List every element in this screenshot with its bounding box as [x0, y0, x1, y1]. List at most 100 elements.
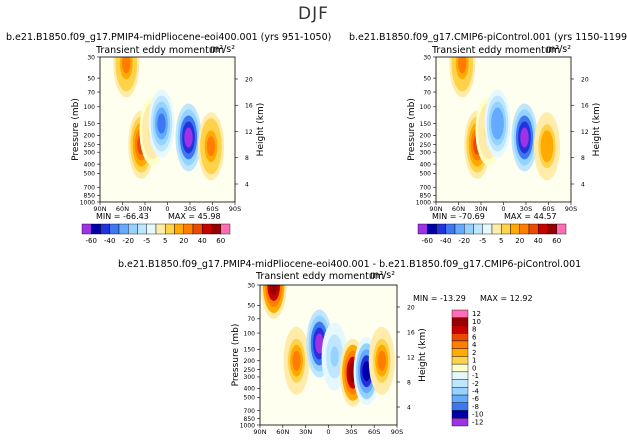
- panel-3-ytick-12: 1000: [240, 422, 255, 429]
- panel-3-ytick-2: 70: [247, 316, 255, 323]
- panel-3-colorbar-cell-14: [451, 418, 469, 427]
- panel-2-y2tick-0: 20: [581, 76, 589, 83]
- panel-2-colorbar-cell-15: [556, 223, 567, 235]
- panel-2-y2tick-4: 4: [581, 181, 585, 188]
- panel-3-colorbar-label-11: -6: [472, 395, 480, 403]
- panel-2-colorbar-label-0: -60: [422, 237, 433, 245]
- panel-2-feature-3-level-4: [493, 113, 502, 134]
- panel-3-xtick-0: 90N: [253, 428, 266, 436]
- panel-3-colorbar-cell-5: [451, 348, 469, 357]
- panel-3-colorbar-cell-13: [451, 410, 469, 419]
- panel-1-ytick-7: 300: [84, 150, 96, 157]
- panel-1-colorbar-cell-2: [100, 223, 110, 235]
- panel-3-ytick-7: 300: [244, 374, 256, 381]
- panel-2-ytick-7: 300: [420, 150, 432, 157]
- panel-1-ytick-1: 50: [87, 75, 95, 82]
- panel-1-colorbar-cell-10: [174, 223, 184, 235]
- panel-2-feature-4-level-4: [520, 127, 529, 148]
- panel-2-ytick-5: 200: [420, 133, 432, 140]
- panel-3-ylabel: Pressure (mb): [231, 324, 241, 387]
- panel-3-max: 12.92: [509, 294, 533, 303]
- panel-1-min-label: MIN = -66.43: [96, 212, 149, 221]
- panel-1-ylabel: Pressure (mb): [71, 98, 81, 161]
- panel-3-ytick-5: 200: [244, 358, 256, 365]
- panel-1-colorbar-cell-0: [81, 223, 92, 235]
- panel-3-xtick-2: 30N: [299, 428, 312, 436]
- panel-1-ytick-6: 250: [84, 142, 96, 149]
- panel-3-colorbar-cell-10: [451, 387, 469, 396]
- panel-2-xtick-6: 90S: [565, 205, 577, 213]
- panel-1-colorbar-cell-7: [146, 223, 157, 235]
- panel-3-ytick-3: 100: [244, 330, 256, 337]
- panel-2-title: b.e21.B1850.f09_g17.CMIP6-piControl.001 …: [349, 32, 627, 43]
- panel-1-colorbar-cell-6: [137, 223, 147, 235]
- panel-3-colorbar-cell-4: [451, 340, 469, 349]
- panel-1-colorbar-label-5: 20: [179, 237, 188, 245]
- panel-3-ytick-0: 30: [247, 282, 255, 289]
- panel-2-ytick-8: 400: [420, 161, 432, 168]
- panel-3-xtick-1: 60N: [276, 428, 289, 436]
- panel-1-colorbar-cell-1: [91, 223, 101, 235]
- panel-3-feature-0-level-4: [269, 285, 278, 295]
- panel-1-y2tick-2: 12: [245, 129, 253, 136]
- panel-3-ytick-10: 700: [244, 408, 256, 415]
- panel-1-ytick-10: 700: [84, 185, 96, 192]
- panel-2-xtick-5: 60S: [542, 205, 554, 213]
- panel-3-colorbar-label-14: -12: [472, 418, 483, 426]
- page-title: DJF: [298, 4, 329, 24]
- panel-1-xtick-6: 90S: [229, 205, 241, 213]
- panel-2-colorbar-cell-10: [510, 223, 520, 235]
- panel-2-colorbar-cell-6: [473, 223, 483, 235]
- panel-1-colorbar-cell-13: [202, 223, 212, 235]
- panel-1-y2tick-3: 8: [245, 155, 249, 162]
- panel-3-subtitle: Transient eddy momentum: [256, 271, 385, 282]
- panel-3-feature-5-level-4: [362, 361, 371, 382]
- panel-2-max: 44.57: [533, 212, 557, 221]
- panel-2-colorbar-cell-4: [454, 223, 465, 235]
- panel-2-colorbar-label-4: 5: [499, 237, 503, 245]
- panel-2-colorbar-cell-7: [482, 223, 493, 235]
- panel-2-ytick-1: 50: [423, 75, 431, 82]
- panel-1-ytick-9: 500: [84, 171, 96, 178]
- panel-1-xtick-0: 90N: [93, 205, 106, 213]
- panel-2-ylabel: Pressure (mb): [407, 98, 417, 161]
- panel-1-colorbar-label-0: -60: [86, 237, 97, 245]
- panel-2-ytick-3: 100: [420, 104, 432, 111]
- panel-3-ytick-4: 150: [244, 347, 256, 354]
- panel-1-ytick-8: 400: [84, 161, 96, 168]
- panel-3-colorbar-cell-6: [451, 356, 469, 365]
- panel-1-feature-3-level-4: [157, 113, 166, 134]
- panel-1-ytick-3: 100: [84, 104, 96, 111]
- panel-1-feature-0-level-4: [122, 57, 131, 74]
- panel-3-xtick-3: 0: [326, 428, 330, 436]
- panel-3-colorbar-label-5: 2: [472, 349, 476, 357]
- panel-3-y2tick-0: 20: [407, 304, 415, 311]
- panel-2-xtick-0: 90N: [429, 205, 442, 213]
- panel-2-ytick-11: 850: [420, 193, 432, 200]
- panel-2-xtick-1: 60N: [452, 205, 465, 213]
- panel-1-title: b.e21.B1850.f09_g17.PMIP4-midPliocene-eo…: [6, 32, 332, 43]
- panel-1-min: -66.43: [123, 212, 149, 221]
- panel-1-colorbar-label-3: -5: [143, 237, 150, 245]
- panel-1-y2tick-0: 20: [245, 76, 253, 83]
- panel-2-y2label: Height (km): [592, 103, 602, 157]
- panel-3-y2tick-2: 12: [407, 354, 415, 361]
- panel-1-ytick-2: 70: [87, 89, 95, 96]
- panel-1-colorbar-cell-15: [220, 223, 231, 235]
- panel-3-xtick-5: 60S: [368, 428, 380, 436]
- panel-2-feature-0-level-4: [458, 57, 467, 74]
- panel-2-ytick-10: 700: [420, 185, 432, 192]
- panel-1-colorbar-label-4: 5: [163, 237, 167, 245]
- panel-1-feature-4-level-4: [184, 127, 193, 148]
- panel-2-max-label: MAX = 44.57: [504, 212, 557, 221]
- panel-1-xtick-5: 60S: [206, 205, 218, 213]
- panel-2-subtitle: Transient eddy momentum: [432, 45, 561, 56]
- panel-3-ytick-8: 400: [244, 386, 256, 393]
- panel-3-feature-1-level-4: [292, 350, 301, 371]
- panel-1-colorbar-cell-14: [211, 223, 221, 235]
- panel-2-colorbar-cell-5: [464, 223, 474, 235]
- panel-2-min-label: MIN = -70.69: [432, 212, 485, 221]
- panel-3-colorbar-cell-12: [451, 402, 469, 411]
- panel-2-ytick-12: 1000: [416, 199, 431, 206]
